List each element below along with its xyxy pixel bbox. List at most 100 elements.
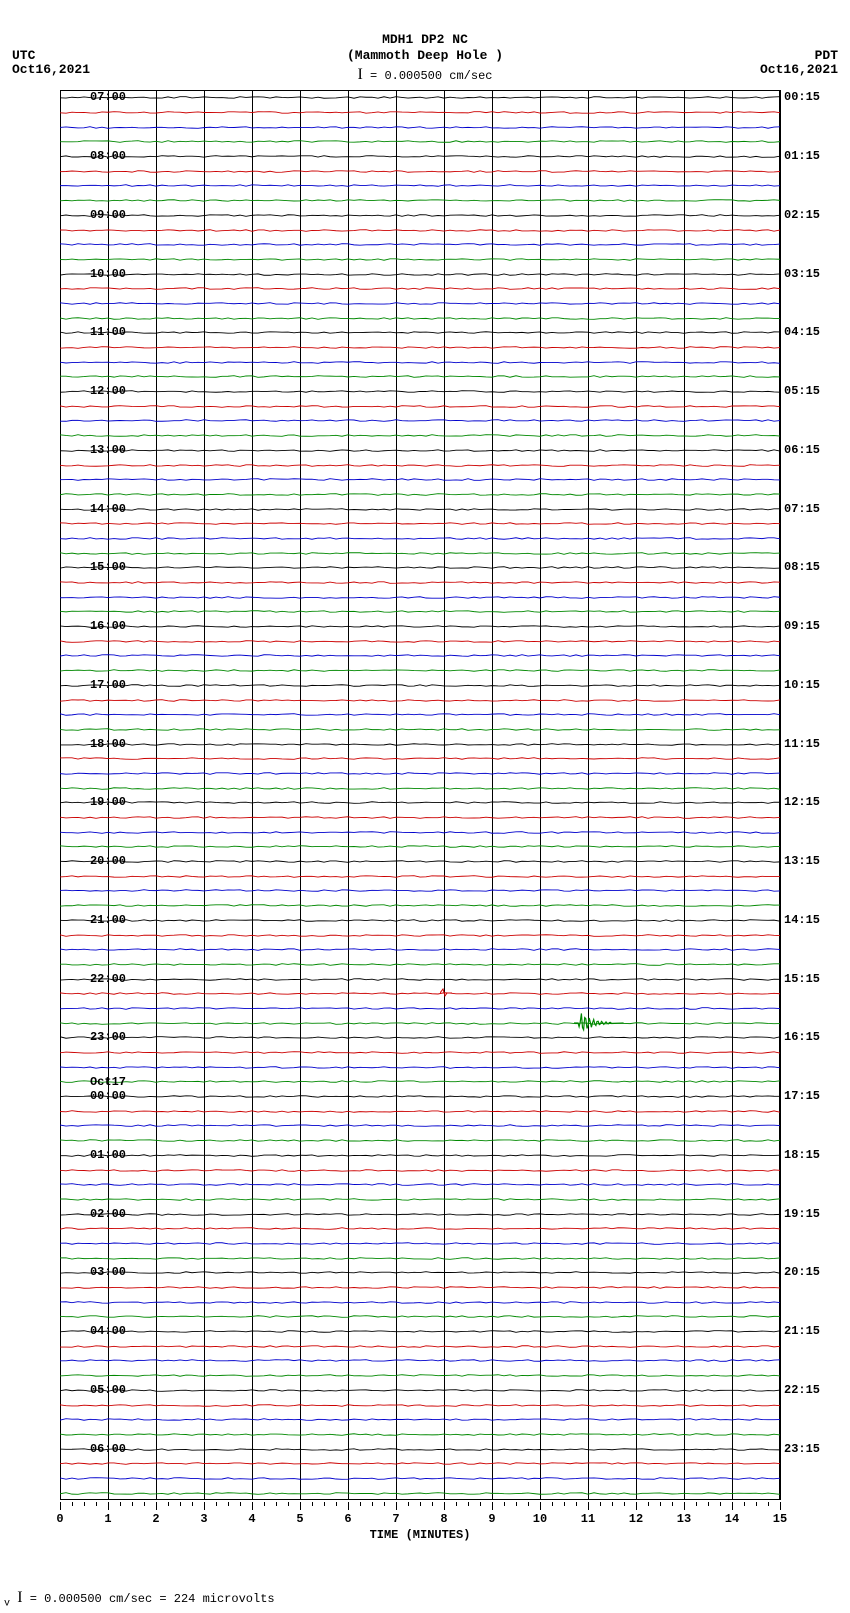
trace-row	[60, 1243, 780, 1244]
pdt-hour-label: 20:15	[784, 1265, 844, 1279]
x-minor-tick	[192, 1502, 193, 1506]
trace-row	[60, 1081, 780, 1082]
trace-row	[60, 685, 780, 686]
x-tick-label: 7	[392, 1512, 399, 1526]
x-tick	[732, 1502, 733, 1510]
utc-hour-label: 12:00	[66, 384, 126, 398]
station-name: (Mammoth Deep Hole )	[0, 48, 850, 63]
x-minor-tick	[564, 1502, 565, 1506]
trace-row	[60, 465, 780, 466]
pdt-hour-label: 22:15	[784, 1383, 844, 1397]
trace-row	[60, 788, 780, 789]
utc-hour-label: 02:00	[66, 1207, 126, 1221]
x-tick-label: 1	[104, 1512, 111, 1526]
trace-row	[60, 1052, 780, 1053]
x-tick-label: 4	[248, 1512, 255, 1526]
x-tick-label: 9	[488, 1512, 495, 1526]
trace-row	[60, 964, 780, 965]
trace-row	[60, 832, 780, 833]
x-minor-tick	[696, 1502, 697, 1506]
trace-row	[60, 846, 780, 847]
x-minor-tick	[360, 1502, 361, 1506]
trace-row	[60, 347, 780, 348]
x-minor-tick	[420, 1502, 421, 1506]
utc-hour-label: 22:00	[66, 972, 126, 986]
trace-row	[60, 362, 780, 363]
pdt-hour-label: 10:15	[784, 678, 844, 692]
trace-row	[60, 215, 780, 216]
trace-row	[60, 391, 780, 392]
scale-bar-icon: I	[358, 66, 363, 83]
x-tick	[684, 1502, 685, 1510]
trace-row	[60, 259, 780, 260]
utc-hour-label: 17:00	[66, 678, 126, 692]
x-tick	[396, 1502, 397, 1510]
trace-row	[60, 1155, 780, 1156]
utc-hour-label: 14:00	[66, 502, 126, 516]
trace-row	[60, 1184, 780, 1185]
trace-row	[60, 112, 780, 113]
x-minor-tick	[552, 1502, 553, 1506]
utc-hour-label: 03:00	[66, 1265, 126, 1279]
pdt-hour-label: 01:15	[784, 149, 844, 163]
x-tick	[156, 1502, 157, 1510]
trace-row	[60, 861, 780, 862]
x-minor-tick	[756, 1502, 757, 1506]
trace-row	[60, 230, 780, 231]
x-minor-tick	[168, 1502, 169, 1506]
utc-hour-label: 15:00	[66, 560, 126, 574]
x-minor-tick	[432, 1502, 433, 1506]
pdt-hour-label: 06:15	[784, 443, 844, 457]
footer-text: = 0.000500 cm/sec = 224 microvolts	[30, 1592, 275, 1606]
x-minor-tick	[648, 1502, 649, 1506]
helicorder-plot	[60, 90, 780, 1500]
x-minor-tick	[480, 1502, 481, 1506]
trace-row	[60, 420, 780, 421]
top-left-tz: UTC	[12, 48, 35, 63]
top-right-date: Oct16,2021	[760, 62, 838, 77]
x-tick-label: 2	[152, 1512, 159, 1526]
trace-row	[60, 1258, 780, 1259]
x-minor-tick	[624, 1502, 625, 1506]
trace-row	[60, 597, 780, 598]
trace-row	[60, 1214, 780, 1215]
trace-row	[60, 1390, 780, 1391]
trace-row	[60, 303, 780, 304]
x-minor-tick	[120, 1502, 121, 1506]
station-code: MDH1 DP2 NC	[0, 32, 850, 47]
x-minor-tick	[216, 1502, 217, 1506]
utc-hour-label: 04:00	[66, 1324, 126, 1338]
utc-hour-label: 09:00	[66, 208, 126, 222]
trace-row	[60, 979, 780, 980]
pdt-hour-label: 18:15	[784, 1148, 844, 1162]
trace-row	[60, 1037, 780, 1038]
x-tick-label: 15	[773, 1512, 787, 1526]
pdt-hour-label: 02:15	[784, 208, 844, 222]
trace-row	[60, 1493, 780, 1494]
trace-row	[60, 127, 780, 128]
x-minor-tick	[132, 1502, 133, 1506]
utc-hour-label: 13:00	[66, 443, 126, 457]
utc-hour-label: 01:00	[66, 1148, 126, 1162]
trace-row	[60, 1478, 780, 1479]
footer-sub: v	[4, 1598, 10, 1609]
trace-row	[60, 567, 780, 568]
trace-row	[60, 1375, 780, 1376]
x-minor-tick	[408, 1502, 409, 1506]
utc-hour-label: 05:00	[66, 1383, 126, 1397]
x-tick-label: 8	[440, 1512, 447, 1526]
x-minor-tick	[672, 1502, 673, 1506]
x-minor-tick	[612, 1502, 613, 1506]
top-right-tz: PDT	[815, 48, 838, 63]
x-minor-tick	[180, 1502, 181, 1506]
trace-row	[60, 479, 780, 480]
trace-row	[60, 244, 780, 245]
scale-note-top: I = 0.000500 cm/sec	[0, 66, 850, 84]
pdt-hour-label: 08:15	[784, 560, 844, 574]
trace-row	[60, 920, 780, 921]
x-tick	[588, 1502, 589, 1510]
trace-row	[60, 582, 780, 583]
trace-row	[60, 641, 780, 642]
x-minor-tick	[336, 1502, 337, 1506]
trace-row	[60, 1302, 780, 1303]
